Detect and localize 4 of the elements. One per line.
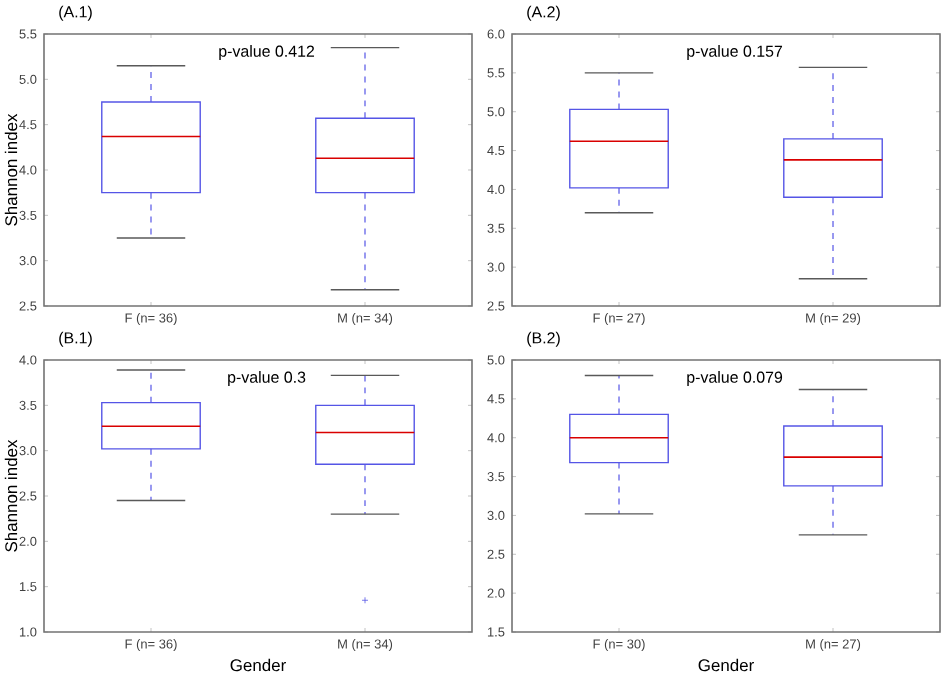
x-axis-title: Gender bbox=[230, 658, 286, 672]
y-axis-title: Shannon index bbox=[4, 439, 18, 552]
y-axis-title: Shannon index bbox=[4, 113, 18, 226]
x-axis-title: Gender bbox=[698, 658, 754, 672]
